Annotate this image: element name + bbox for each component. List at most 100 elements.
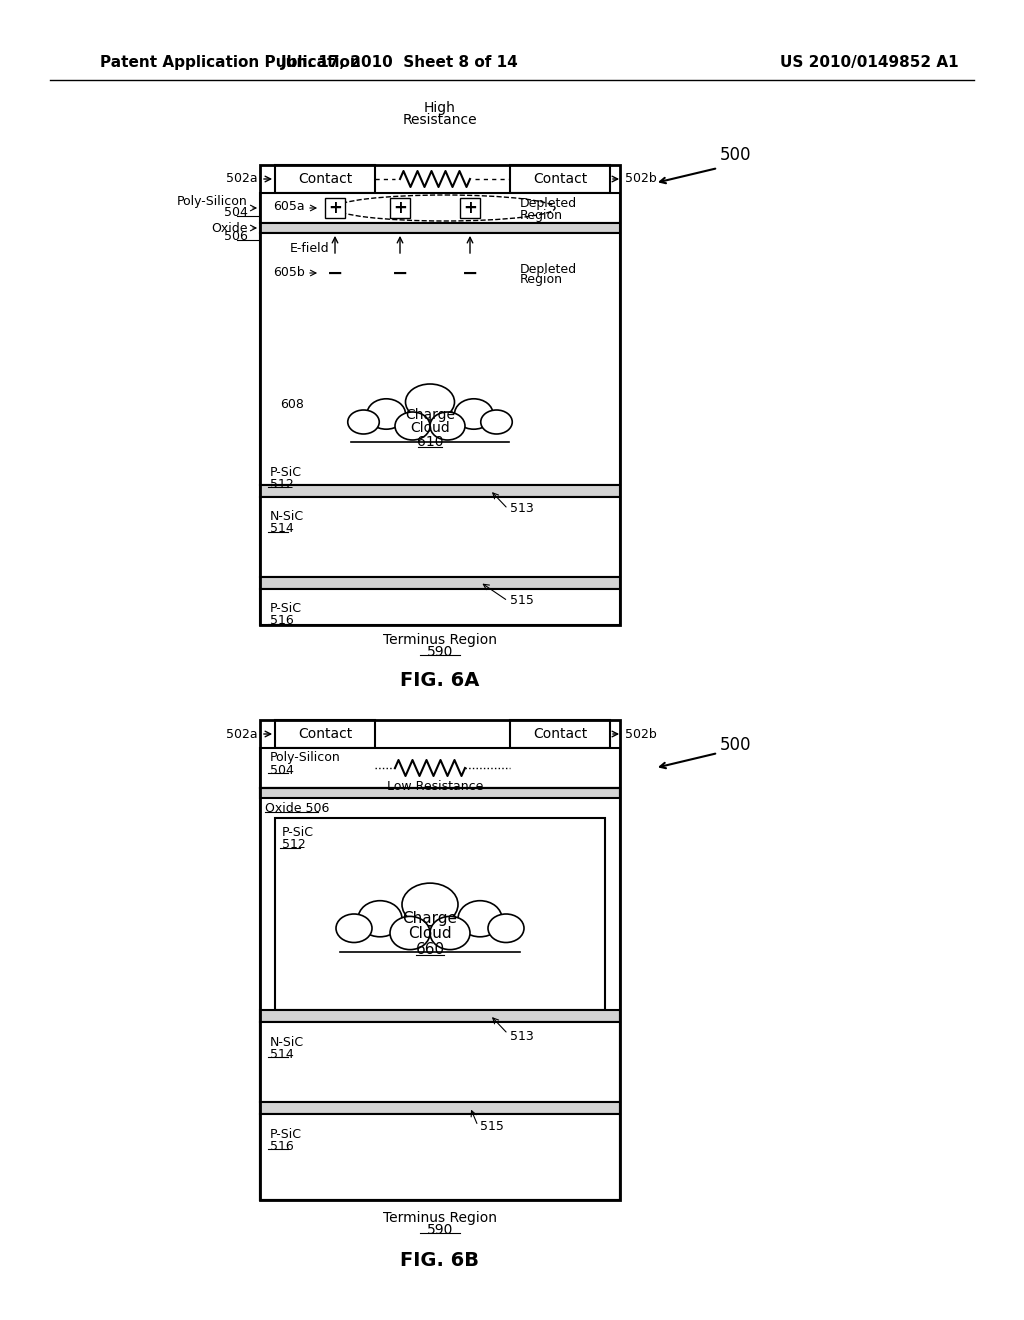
Text: N-SiC: N-SiC <box>270 511 304 524</box>
Ellipse shape <box>488 913 524 942</box>
Text: Contact: Contact <box>532 727 587 741</box>
Text: High: High <box>424 102 456 115</box>
Bar <box>275 818 605 1010</box>
Text: FIG. 6A: FIG. 6A <box>400 671 479 689</box>
Text: 502a: 502a <box>226 727 258 741</box>
Text: Jun. 17, 2010  Sheet 8 of 14: Jun. 17, 2010 Sheet 8 of 14 <box>282 54 519 70</box>
Text: Patent Application Publication: Patent Application Publication <box>100 54 360 70</box>
Ellipse shape <box>430 916 470 949</box>
Text: 516: 516 <box>270 1139 294 1152</box>
Bar <box>260 589 620 624</box>
Text: Charge: Charge <box>406 408 455 422</box>
Bar <box>260 788 620 1200</box>
Bar <box>260 1102 620 1114</box>
Text: Contact: Contact <box>298 172 352 186</box>
Text: E-field: E-field <box>290 242 330 255</box>
Text: 590: 590 <box>427 645 454 659</box>
Bar <box>260 484 620 498</box>
Ellipse shape <box>390 916 430 949</box>
Bar <box>260 1114 620 1200</box>
Bar <box>390 263 410 282</box>
Bar <box>460 263 480 282</box>
Bar <box>351 414 509 442</box>
Ellipse shape <box>402 883 458 925</box>
Ellipse shape <box>367 399 406 429</box>
Text: 506: 506 <box>224 231 248 243</box>
Bar <box>260 719 620 1200</box>
Text: 515: 515 <box>510 594 534 607</box>
Text: 502a: 502a <box>226 173 258 186</box>
Text: 502b: 502b <box>625 727 656 741</box>
Text: 500: 500 <box>720 147 752 164</box>
Text: −: − <box>462 264 478 282</box>
Text: FIG. 6B: FIG. 6B <box>400 1250 479 1270</box>
Text: +: + <box>328 199 342 216</box>
Bar <box>260 234 620 484</box>
Text: Charge: Charge <box>402 912 458 927</box>
Text: Cloud: Cloud <box>409 925 452 940</box>
Bar <box>460 198 480 218</box>
Ellipse shape <box>358 900 402 937</box>
Bar <box>260 748 620 788</box>
Text: 513: 513 <box>510 1031 534 1044</box>
Text: Oxide: Oxide <box>212 222 248 235</box>
Text: Depleted: Depleted <box>520 198 578 210</box>
Ellipse shape <box>480 411 512 434</box>
Bar <box>260 577 620 589</box>
Text: 513: 513 <box>510 503 534 516</box>
Bar <box>260 788 620 799</box>
Text: Poly-Silicon: Poly-Silicon <box>177 194 248 207</box>
Ellipse shape <box>336 913 372 942</box>
Text: US 2010/0149852 A1: US 2010/0149852 A1 <box>780 54 958 70</box>
Text: Terminus Region: Terminus Region <box>383 1210 497 1225</box>
Bar <box>325 198 345 218</box>
Text: Low Resistance: Low Resistance <box>387 780 483 792</box>
Ellipse shape <box>395 412 430 440</box>
Bar <box>260 165 620 624</box>
Text: Poly-Silicon: Poly-Silicon <box>270 751 341 764</box>
Ellipse shape <box>335 260 555 286</box>
Text: 504: 504 <box>224 206 248 219</box>
Ellipse shape <box>430 412 465 440</box>
Text: 605b: 605b <box>273 267 305 280</box>
Text: Contact: Contact <box>532 172 587 186</box>
Text: 514: 514 <box>270 523 294 536</box>
Text: −: − <box>392 264 409 282</box>
Ellipse shape <box>406 384 455 420</box>
Text: +: + <box>393 199 407 216</box>
Text: P-SiC: P-SiC <box>270 602 302 615</box>
Text: Resistance: Resistance <box>402 114 477 127</box>
Text: 610: 610 <box>417 436 443 449</box>
Bar <box>260 223 620 234</box>
Text: 516: 516 <box>270 615 294 627</box>
Bar <box>325 263 345 282</box>
Bar <box>260 1010 620 1022</box>
Bar <box>260 1022 620 1102</box>
Text: 512: 512 <box>270 478 294 491</box>
Text: Region: Region <box>520 209 563 222</box>
Text: 660: 660 <box>416 941 444 957</box>
Text: Oxide 506: Oxide 506 <box>265 801 330 814</box>
Text: Contact: Contact <box>298 727 352 741</box>
Text: 605a: 605a <box>273 199 305 213</box>
Bar <box>275 165 375 193</box>
Bar <box>340 919 520 952</box>
Ellipse shape <box>455 399 493 429</box>
Text: Cloud: Cloud <box>411 421 450 436</box>
Text: Region: Region <box>520 273 563 286</box>
Text: 515: 515 <box>480 1119 504 1133</box>
Ellipse shape <box>458 900 502 937</box>
Text: +: + <box>463 199 477 216</box>
Text: Depleted: Depleted <box>520 263 578 276</box>
Text: 500: 500 <box>720 737 752 754</box>
Text: N-SiC: N-SiC <box>270 1035 304 1048</box>
Text: −: − <box>327 264 343 282</box>
Text: 504: 504 <box>270 763 294 776</box>
Bar <box>510 719 610 748</box>
Text: P-SiC: P-SiC <box>270 466 302 479</box>
Bar <box>510 165 610 193</box>
Text: P-SiC: P-SiC <box>270 1127 302 1140</box>
Bar <box>390 198 410 218</box>
Text: Terminus Region: Terminus Region <box>383 634 497 647</box>
Bar <box>260 498 620 577</box>
